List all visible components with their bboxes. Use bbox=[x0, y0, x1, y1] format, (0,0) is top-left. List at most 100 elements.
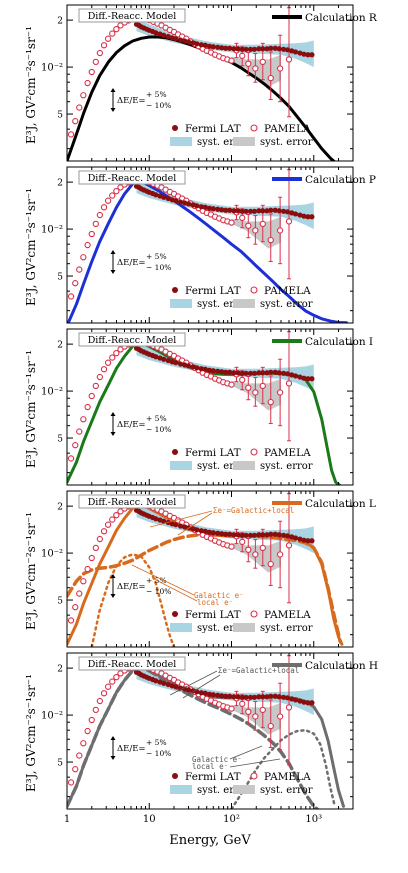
pamela-point bbox=[228, 381, 235, 388]
pamela-point bbox=[96, 211, 104, 219]
pamela-point bbox=[259, 220, 266, 228]
fermi-point bbox=[173, 36, 179, 42]
uncertainty-plus: + 5% bbox=[146, 414, 167, 423]
annotation-total: Σe⁻=Galactic+local bbox=[213, 506, 294, 515]
fermi-point bbox=[301, 51, 307, 57]
fermi-point bbox=[198, 42, 204, 48]
legend-pamela-marker bbox=[250, 124, 258, 132]
fermi-point bbox=[247, 46, 254, 52]
fermi-point bbox=[153, 354, 159, 360]
calc-legend-label: Calculation L bbox=[305, 498, 376, 510]
fermi-point bbox=[173, 522, 179, 528]
pamela-point bbox=[67, 779, 75, 786]
fermi-point bbox=[239, 370, 245, 376]
pamela-point bbox=[245, 708, 252, 715]
legend-pamela-marker bbox=[250, 610, 258, 618]
pamela-point bbox=[104, 521, 112, 528]
pamela-point bbox=[267, 398, 274, 406]
annotation-leader bbox=[177, 512, 213, 536]
legend-fermi-label: Fermi LAT bbox=[185, 123, 241, 135]
pamela-point bbox=[228, 57, 235, 64]
pamela-point bbox=[276, 65, 284, 72]
uncertainty-arrowhead bbox=[110, 594, 116, 598]
fermi-point bbox=[243, 370, 249, 376]
fermi-point bbox=[239, 208, 245, 214]
fermi-point bbox=[305, 376, 311, 382]
annotation-leader bbox=[229, 745, 263, 760]
pamela-point bbox=[267, 74, 274, 82]
pamela-point bbox=[100, 42, 108, 49]
fermi-point bbox=[309, 700, 315, 706]
pamela-point bbox=[72, 442, 79, 449]
pamela-point bbox=[100, 690, 108, 697]
pamela-point bbox=[267, 722, 274, 730]
pamela-point bbox=[92, 382, 99, 390]
annotation-leader bbox=[155, 579, 198, 602]
legend-pamela-marker bbox=[250, 448, 258, 456]
fermi-point bbox=[276, 532, 282, 538]
pamela-point bbox=[76, 104, 83, 111]
fermi-point bbox=[251, 694, 258, 700]
uncertainty-plus: + 5% bbox=[146, 738, 167, 747]
pamela-point bbox=[67, 617, 75, 624]
fermi-point bbox=[305, 700, 311, 706]
fermi-point bbox=[260, 694, 266, 700]
legend-syst2-swatch bbox=[233, 461, 255, 470]
fermi-point bbox=[190, 202, 196, 208]
pamela-point bbox=[80, 578, 87, 585]
y-tick-label: 5 bbox=[57, 435, 63, 445]
calc-legend-label: Calculation R bbox=[305, 12, 378, 24]
pamela-point bbox=[76, 428, 83, 435]
pamela-point bbox=[76, 266, 83, 273]
pamela-point bbox=[285, 56, 293, 63]
model-box bbox=[78, 656, 186, 671]
model-box bbox=[78, 494, 186, 509]
fermi-point bbox=[297, 698, 303, 704]
pamela-point bbox=[84, 565, 91, 573]
y-tick-label: 2 bbox=[57, 341, 63, 351]
pamela-point bbox=[80, 92, 87, 99]
fermi-point bbox=[292, 49, 299, 55]
y-axis-label: E³J, GV²cm⁻²s⁻¹sr⁻¹ bbox=[24, 512, 38, 630]
annotation-galactic: Galactic e⁻ bbox=[194, 591, 244, 600]
y-tick-label: 2 bbox=[57, 179, 63, 189]
pamela-point bbox=[80, 416, 87, 423]
fermi-point bbox=[281, 694, 287, 700]
fermi-point bbox=[231, 370, 237, 376]
fermi-point bbox=[198, 366, 204, 372]
fermi-point bbox=[202, 42, 208, 48]
legend-syst2-label: syst. error bbox=[260, 137, 313, 148]
fermi-point bbox=[297, 374, 303, 380]
pamela-point bbox=[67, 293, 75, 300]
fermi-point bbox=[272, 45, 278, 51]
fermi-point bbox=[223, 693, 229, 699]
pamela-point bbox=[245, 384, 252, 391]
fermi-point bbox=[260, 46, 266, 52]
x-axis-label: Energy, GeV bbox=[169, 833, 251, 848]
legend-fermi-marker bbox=[172, 773, 178, 779]
fermi-point bbox=[161, 32, 167, 38]
pamela-point bbox=[67, 455, 75, 462]
fermi-point bbox=[173, 360, 179, 366]
legend-fermi-label: Fermi LAT bbox=[185, 609, 241, 621]
fermi-point bbox=[272, 369, 278, 375]
pamela-point bbox=[113, 674, 120, 681]
pamela-point bbox=[276, 713, 284, 720]
pamela-point bbox=[117, 184, 124, 191]
fermi-point bbox=[223, 45, 229, 51]
uncertainty-arrowhead bbox=[110, 270, 116, 274]
fermi-point bbox=[173, 198, 179, 204]
legend-pamela-label: PAMELA bbox=[264, 123, 311, 135]
legend-fermi-marker bbox=[172, 287, 178, 293]
pamela-point bbox=[252, 65, 259, 72]
pamela-point bbox=[84, 241, 91, 249]
pamela-point bbox=[92, 706, 99, 714]
pamela-point bbox=[104, 359, 112, 366]
fermi-point bbox=[309, 538, 315, 544]
pamela-point bbox=[228, 705, 235, 712]
pamela-point bbox=[285, 380, 293, 387]
fermi-point bbox=[268, 45, 274, 51]
fermi-point bbox=[194, 689, 200, 695]
uncertainty-minus: − 10% bbox=[146, 263, 171, 272]
fermi-point bbox=[198, 528, 204, 534]
